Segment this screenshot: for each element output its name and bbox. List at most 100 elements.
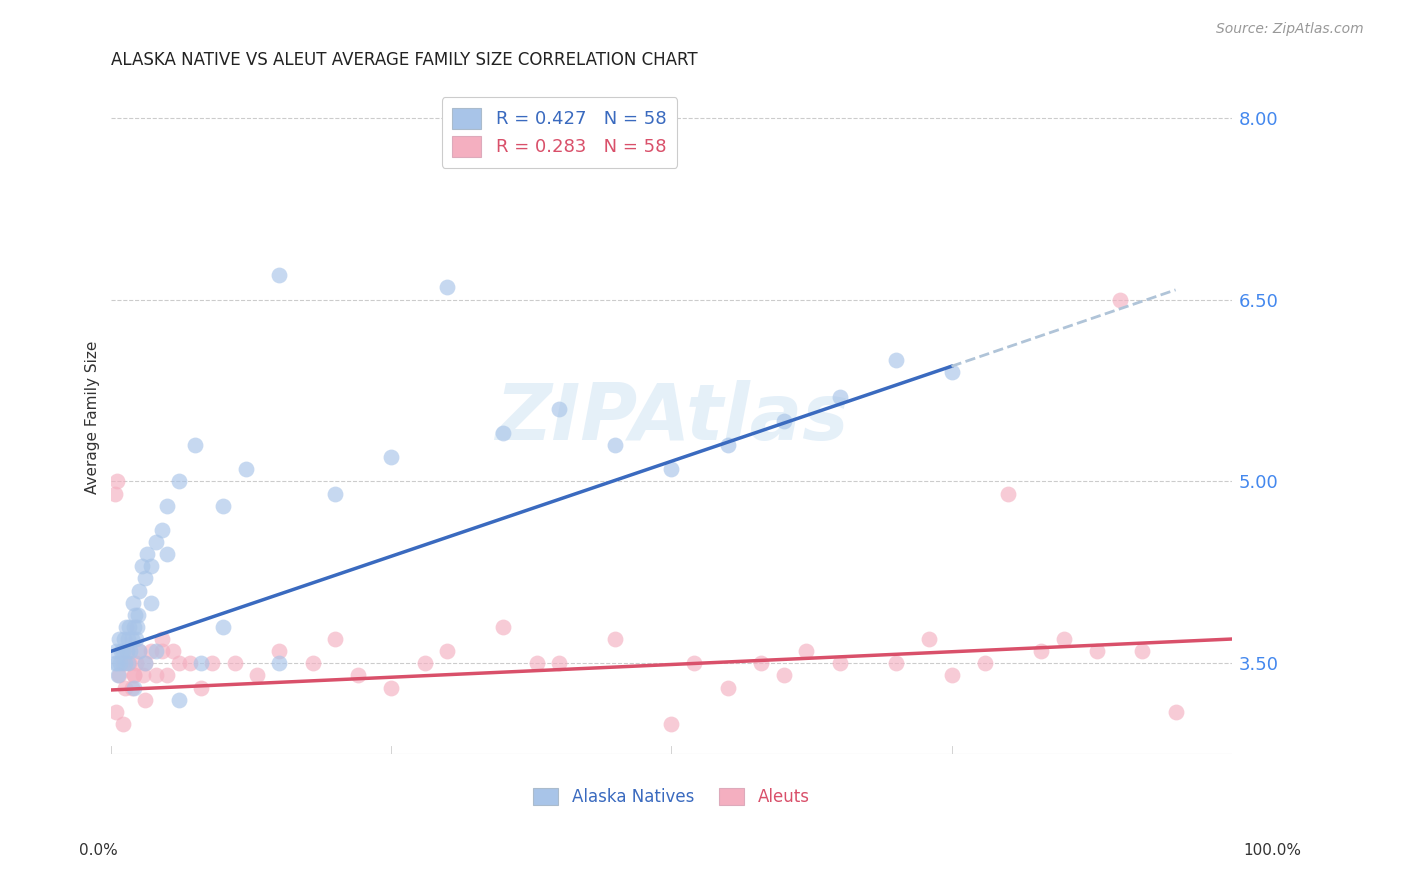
Point	[772, 668, 794, 682]
Point	[145, 535, 167, 549]
Point	[190, 681, 212, 695]
Point	[118, 620, 141, 634]
Point	[269, 644, 291, 658]
Point	[246, 668, 269, 682]
Point	[749, 657, 772, 671]
Point	[115, 644, 138, 658]
Point	[605, 438, 627, 452]
Point	[121, 681, 143, 695]
Point	[108, 632, 131, 646]
Point	[139, 559, 162, 574]
Point	[122, 668, 145, 682]
Point	[156, 547, 179, 561]
Point	[212, 620, 235, 634]
Point	[115, 644, 138, 658]
Point	[997, 486, 1019, 500]
Point	[110, 644, 132, 658]
Point	[548, 401, 571, 416]
Y-axis label: Average Family Size: Average Family Size	[86, 341, 100, 494]
Point	[107, 668, 129, 682]
Point	[125, 632, 148, 646]
Point	[121, 596, 143, 610]
Point	[548, 657, 571, 671]
Point	[716, 438, 738, 452]
Point	[105, 657, 128, 671]
Point	[884, 353, 907, 368]
Point	[139, 596, 162, 610]
Text: ZIPAtlas: ZIPAtlas	[495, 380, 848, 456]
Point	[127, 620, 149, 634]
Point	[104, 705, 127, 719]
Point	[302, 657, 325, 671]
Point	[380, 681, 402, 695]
Point	[114, 657, 136, 671]
Point	[269, 657, 291, 671]
Point	[347, 668, 370, 682]
Point	[125, 657, 148, 671]
Point	[128, 644, 150, 658]
Point	[492, 425, 515, 440]
Point	[122, 681, 145, 695]
Point	[605, 632, 627, 646]
Text: ALASKA NATIVE VS ALEUT AVERAGE FAMILY SIZE CORRELATION CHART: ALASKA NATIVE VS ALEUT AVERAGE FAMILY SI…	[111, 51, 697, 69]
Point	[145, 668, 167, 682]
Point	[117, 657, 139, 671]
Point	[134, 571, 156, 585]
Point	[179, 657, 201, 671]
Point	[1164, 705, 1187, 719]
Point	[380, 450, 402, 465]
Point	[111, 657, 134, 671]
Point	[224, 657, 246, 671]
Point	[115, 620, 138, 634]
Point	[156, 499, 179, 513]
Point	[108, 668, 131, 682]
Point	[828, 657, 851, 671]
Point	[104, 644, 127, 658]
Point	[661, 462, 683, 476]
Text: 100.0%: 100.0%	[1243, 843, 1302, 858]
Point	[941, 365, 963, 379]
Point	[121, 632, 143, 646]
Point	[128, 583, 150, 598]
Point	[526, 657, 548, 671]
Point	[104, 486, 127, 500]
Point	[212, 499, 235, 513]
Point	[134, 657, 156, 671]
Point	[828, 390, 851, 404]
Point	[120, 644, 142, 658]
Point	[150, 632, 173, 646]
Point	[436, 644, 458, 658]
Point	[139, 644, 162, 658]
Point	[269, 268, 291, 283]
Point	[201, 657, 224, 671]
Point	[150, 644, 173, 658]
Point	[1108, 293, 1130, 307]
Point	[150, 523, 173, 537]
Point	[325, 486, 347, 500]
Point	[131, 559, 153, 574]
Point	[167, 657, 190, 671]
Point	[156, 668, 179, 682]
Point	[110, 657, 132, 671]
Point	[974, 657, 997, 671]
Point	[104, 657, 127, 671]
Point	[162, 644, 184, 658]
Point	[117, 632, 139, 646]
Point	[145, 644, 167, 658]
Point	[235, 462, 257, 476]
Point	[683, 657, 706, 671]
Point	[136, 547, 159, 561]
Point	[134, 692, 156, 706]
Point	[325, 632, 347, 646]
Point	[122, 668, 145, 682]
Point	[127, 607, 149, 622]
Point	[105, 475, 128, 489]
Point	[114, 681, 136, 695]
Point	[413, 657, 436, 671]
Point	[132, 668, 155, 682]
Text: 0.0%: 0.0%	[79, 843, 118, 858]
Point	[128, 644, 150, 658]
Point	[794, 644, 817, 658]
Point	[661, 717, 683, 731]
Point	[111, 644, 134, 658]
